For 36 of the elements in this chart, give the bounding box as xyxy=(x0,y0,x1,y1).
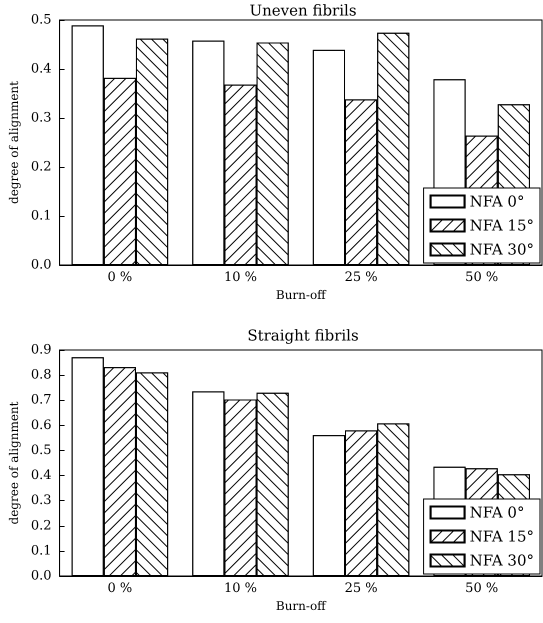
legend-label: NFA 0° xyxy=(470,504,524,522)
y-tick-label: 0.9 xyxy=(30,342,52,358)
y-tick-label: 0.3 xyxy=(30,110,52,126)
y-tick-label: 0.1 xyxy=(30,543,52,558)
y-tick-label: 0.0 xyxy=(30,568,52,584)
x-tick-label: 0 % xyxy=(107,270,132,285)
legend-label: NFA 15° xyxy=(470,216,534,234)
y-tick-label: 0.2 xyxy=(30,160,52,174)
y-tick-label: 0.4 xyxy=(30,468,52,484)
y-axis-title: degree of alignment xyxy=(7,80,21,204)
x-tick-label: 25 % xyxy=(344,270,378,285)
x-tick-label: 50 % xyxy=(465,581,498,596)
y-tick-label: 0.3 xyxy=(30,493,52,508)
x-tick-label: 50 % xyxy=(465,270,498,285)
x-tick-label: 25 % xyxy=(344,581,378,596)
x-tick-label: 0 % xyxy=(107,581,132,596)
y-tick-label: 0.7 xyxy=(30,392,52,408)
legend-label: NFA 0° xyxy=(470,192,524,210)
chart-title: Straight fibrils xyxy=(247,326,359,344)
x-axis-title: Burn-off xyxy=(276,288,328,302)
y-tick-label: 0.5 xyxy=(30,442,52,458)
y-tick-label: 0.0 xyxy=(30,258,52,272)
legend-label: NFA 30° xyxy=(470,552,534,570)
y-tick-label: 0.5 xyxy=(30,12,52,28)
y-tick-label: 0.1 xyxy=(30,208,52,224)
x-axis-title: Burn-off xyxy=(276,598,328,613)
chart-title: Uneven fibrils xyxy=(249,2,357,20)
y-tick-label: 0.6 xyxy=(30,418,52,433)
legend-label: NFA 15° xyxy=(470,528,534,546)
y-tick-label: 0.8 xyxy=(30,368,52,383)
x-tick-label: 10 % xyxy=(224,581,257,596)
legend-label: NFA 30° xyxy=(470,240,534,258)
x-tick-label: 10 % xyxy=(224,270,257,285)
y-tick-label: 0.4 xyxy=(30,62,52,76)
y-axis-title: degree of alignment xyxy=(7,401,21,524)
y-tick-label: 0.2 xyxy=(30,518,52,534)
